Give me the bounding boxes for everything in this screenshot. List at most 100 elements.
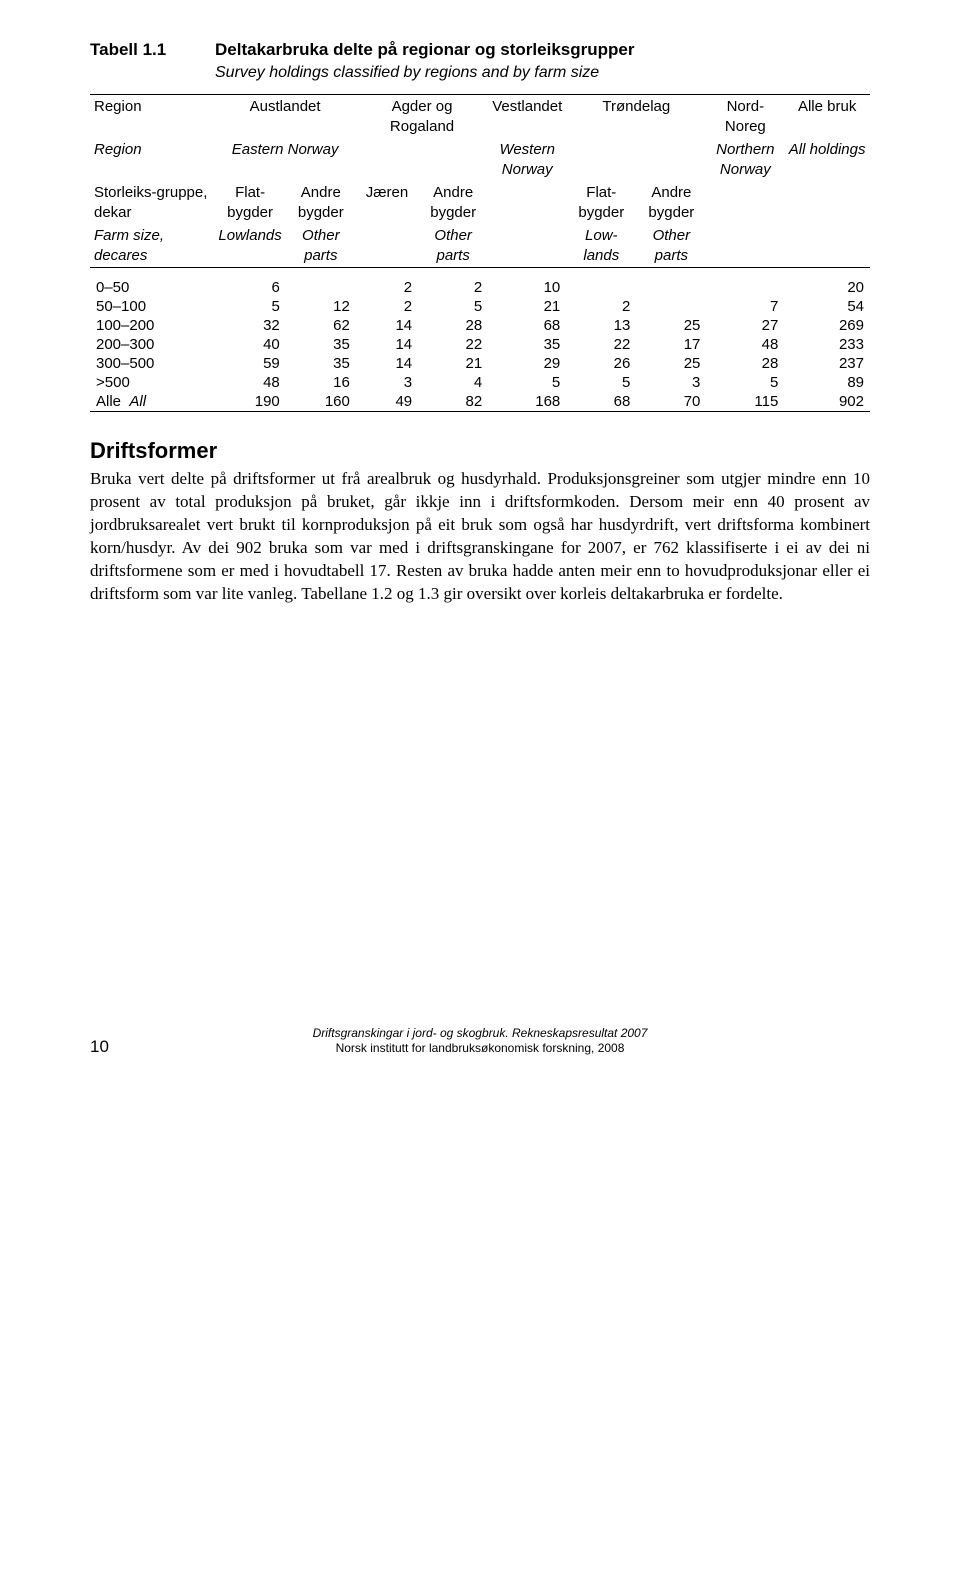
table-title: Deltakarbruka delte på regionar og storl… [215, 40, 634, 60]
cell [636, 278, 706, 297]
cell: 168 [488, 392, 566, 412]
hdr-vestlandet: Vestlandet [488, 95, 566, 139]
hdr-trondelag: Trøndelag [566, 95, 706, 139]
footer-text: Driftsgranskingar i jord- og skogbruk. R… [150, 1026, 810, 1057]
table-subtitle: Survey holdings classified by regions an… [215, 64, 870, 82]
row-label: 50–100 [90, 297, 214, 316]
row-label: 200–300 [90, 335, 214, 354]
cell: 21 [488, 297, 566, 316]
table-row: 100–200 32 62 14 28 68 13 25 27 269 [90, 316, 870, 335]
hdr-andrebygder-3: Andre bygder [636, 181, 706, 224]
cell: 35 [488, 335, 566, 354]
footer-line2: Norsk institutt for landbruksøkonomisk f… [150, 1041, 810, 1057]
cell: 27 [706, 316, 784, 335]
cell: 17 [636, 335, 706, 354]
section-heading: Driftsformer [90, 438, 870, 464]
cell: 2 [418, 278, 488, 297]
hdr-nordnoreg: Nord-Noreg [706, 95, 784, 139]
cell: 62 [286, 316, 356, 335]
cell: 14 [356, 354, 418, 373]
table-row: >500 48 16 3 4 5 5 3 5 89 [90, 373, 870, 392]
data-table: Region Austlandet Agder og Rogaland Vest… [90, 94, 870, 412]
hdr-lowlands-2: Low-lands [566, 224, 636, 268]
cell: 12 [286, 297, 356, 316]
cell: 5 [706, 373, 784, 392]
cell: 49 [356, 392, 418, 412]
hdr-flatbygder-2: Flat-bygder [566, 181, 636, 224]
row-label: 300–500 [90, 354, 214, 373]
table-number: Tabell 1.1 [90, 40, 215, 60]
total-label: Alle All [90, 392, 214, 412]
header-row-1: Region Austlandet Agder og Rogaland Vest… [90, 95, 870, 139]
page-container: Tabell 1.1 Deltakarbruka delte på region… [0, 0, 960, 1087]
cell: 160 [286, 392, 356, 412]
cell [286, 278, 356, 297]
cell: 28 [418, 316, 488, 335]
cell: 35 [286, 354, 356, 373]
cell: 5 [418, 297, 488, 316]
row-label: >500 [90, 373, 214, 392]
cell: 20 [784, 278, 870, 297]
cell: 2 [356, 278, 418, 297]
cell: 26 [566, 354, 636, 373]
hdr-region-it: Region [90, 138, 214, 181]
cell: 82 [418, 392, 488, 412]
cell: 2 [356, 297, 418, 316]
hdr-allebruk: Alle bruk [784, 95, 870, 139]
header-row-3: Storleiks-gruppe, dekar Flat-bygder Andr… [90, 181, 870, 224]
header-row-4: Farm size, decares Lowlands Other parts … [90, 224, 870, 268]
total-label-a: Alle [96, 393, 121, 410]
cell: 68 [566, 392, 636, 412]
header-row-2: Region Eastern Norway Western Norway Nor… [90, 138, 870, 181]
hdr-flatbygder-1: Flat-bygder [214, 181, 285, 224]
cell: 16 [286, 373, 356, 392]
hdr-agder: Agder og Rogaland [356, 95, 488, 139]
cell: 28 [706, 354, 784, 373]
cell: 70 [636, 392, 706, 412]
cell: 25 [636, 316, 706, 335]
cell: 29 [488, 354, 566, 373]
cell: 54 [784, 297, 870, 316]
cell: 22 [566, 335, 636, 354]
hdr-northern: Northern Norway [706, 138, 784, 181]
cell: 14 [356, 335, 418, 354]
cell: 48 [214, 373, 285, 392]
cell: 7 [706, 297, 784, 316]
cell: 68 [488, 316, 566, 335]
spacer-row [90, 268, 870, 279]
cell: 269 [784, 316, 870, 335]
hdr-jaeren: Jæren [356, 181, 418, 224]
table-total-row: Alle All 190 160 49 82 168 68 70 115 902 [90, 392, 870, 412]
cell: 4 [418, 373, 488, 392]
table-caption-row: Tabell 1.1 Deltakarbruka delte på region… [90, 40, 870, 60]
hdr-andrebygder-1: Andre bygder [286, 181, 356, 224]
hdr-lowlands-1: Lowlands [214, 224, 285, 268]
row-label: 0–50 [90, 278, 214, 297]
table-row: 200–300 40 35 14 22 35 22 17 48 233 [90, 335, 870, 354]
hdr-andrebygder-2: Andre bygder [418, 181, 488, 224]
cell: 2 [566, 297, 636, 316]
footer-line1: Driftsgranskingar i jord- og skogbruk. R… [150, 1026, 810, 1042]
table-row: 300–500 59 35 14 21 29 26 25 28 237 [90, 354, 870, 373]
cell: 3 [636, 373, 706, 392]
cell: 21 [418, 354, 488, 373]
hdr-austlandet: Austlandet [214, 95, 355, 139]
cell: 902 [784, 392, 870, 412]
table-row: 0–50 6 2 2 10 20 [90, 278, 870, 297]
cell: 115 [706, 392, 784, 412]
hdr-eastern: Eastern Norway [214, 138, 355, 181]
page-footer: 10 Driftsgranskingar i jord- og skogbruk… [90, 1026, 870, 1057]
cell: 48 [706, 335, 784, 354]
cell: 13 [566, 316, 636, 335]
total-label-b: All [129, 393, 146, 410]
cell: 3 [356, 373, 418, 392]
cell: 32 [214, 316, 285, 335]
row-label: 100–200 [90, 316, 214, 335]
cell [566, 278, 636, 297]
cell [706, 278, 784, 297]
hdr-otherparts-1: Other parts [286, 224, 356, 268]
cell: 35 [286, 335, 356, 354]
cell: 5 [488, 373, 566, 392]
cell: 5 [566, 373, 636, 392]
hdr-farmsize: Farm size, decares [90, 224, 214, 268]
